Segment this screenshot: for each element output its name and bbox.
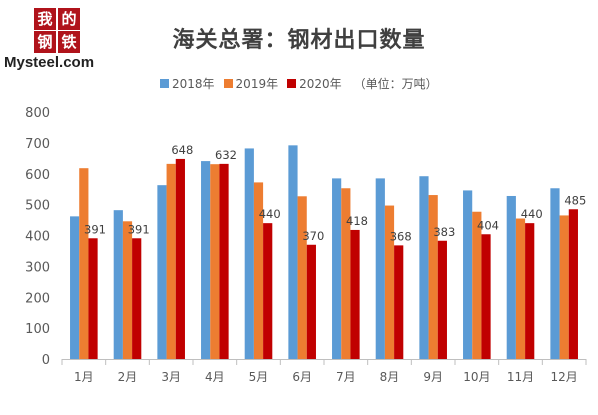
data-label: 485: [564, 193, 586, 207]
y-tick-label: 500: [25, 199, 50, 214]
legend-item-1: 2018年: [160, 75, 215, 92]
bar-2018年-12月: [550, 188, 560, 359]
legend-label: 2019年: [235, 76, 279, 91]
y-tick-label: 300: [25, 260, 50, 275]
data-label: 368: [390, 229, 412, 243]
bar-2018年-10月: [463, 190, 473, 359]
bar-2018年-9月: [419, 176, 429, 359]
data-label: 632: [215, 148, 237, 162]
data-label: 440: [521, 207, 543, 221]
bar-2020年-1月: [88, 238, 98, 359]
data-label: 648: [171, 143, 193, 157]
data-label: 440: [259, 207, 281, 221]
bar-2019年-3月: [166, 163, 176, 359]
bar-2020年-12月: [568, 209, 578, 359]
legend-unit: （单位：万吨）: [353, 76, 438, 91]
bar-2019年-11月: [515, 218, 526, 359]
bar-2018年-11月: [506, 195, 516, 359]
legend-swatch: [223, 78, 233, 88]
chart-title: 海关总署：钢材出口数量: [172, 28, 426, 53]
bar-2020年-3月: [175, 158, 185, 359]
bar-2019年-5月: [253, 182, 264, 359]
data-label: 391: [128, 222, 150, 236]
bar-2018年-7月: [332, 178, 342, 359]
bar-2019年-4月: [210, 164, 220, 359]
chart-legend: 2018年 2019年 2020年 （单位：万吨）: [160, 74, 438, 92]
bar-2018年-3月: [157, 185, 167, 359]
legend-item-3: 2020年: [287, 75, 342, 92]
logo-char-2: 的: [58, 8, 80, 30]
y-tick-label: 700: [25, 137, 50, 152]
bar-2018年-8月: [375, 178, 385, 359]
bar-2020年-2月: [132, 238, 142, 359]
bar-2018年-4月: [201, 161, 211, 359]
bar-2020年-6月: [306, 244, 316, 359]
bar-2019年-2月: [122, 221, 133, 359]
bar-2019年-12月: [559, 215, 569, 359]
mysteel-logo: 我 的 钢 铁 Mysteel.com: [4, 4, 126, 74]
x-tick-label: 6月: [292, 370, 312, 384]
legend-label: 2020年: [299, 76, 342, 91]
x-tick-label: 2月: [118, 370, 138, 384]
bar-2019年-6月: [297, 196, 307, 359]
x-tick-label: 11月: [507, 370, 534, 384]
data-label: 404: [477, 218, 499, 232]
data-label: 391: [84, 222, 106, 236]
bar-2019年-1月: [79, 168, 89, 359]
bar-2019年-8月: [384, 205, 395, 359]
y-tick-label: 600: [25, 168, 50, 183]
legend-label: 2018年: [172, 76, 215, 91]
bar-2020年-4月: [219, 163, 229, 359]
y-tick-label: 200: [25, 291, 50, 306]
bar-2019年-9月: [428, 195, 438, 359]
x-tick-label: 12月: [551, 370, 578, 384]
legend-item-2: 2019年: [223, 75, 279, 92]
x-tick-label: 9月: [423, 370, 443, 384]
legend-swatch: [287, 78, 297, 88]
data-label: 370: [302, 229, 324, 243]
logo-char-1: 我: [34, 8, 56, 30]
x-tick-label: 7月: [336, 370, 356, 384]
y-tick-label: 400: [25, 230, 50, 245]
bar-2018年-6月: [288, 145, 298, 359]
bar-2020年-11月: [525, 223, 535, 359]
data-label: 383: [433, 225, 455, 239]
x-tick-label: 3月: [161, 370, 181, 384]
bar-2019年-10月: [472, 211, 482, 359]
x-tick-label: 4月: [205, 370, 225, 384]
x-tick-label: 8月: [380, 370, 400, 384]
bar-2019年-7月: [341, 188, 351, 359]
bar-2018年-1月: [70, 216, 80, 359]
bar-2020年-9月: [437, 240, 447, 359]
legend-swatch: [160, 78, 169, 88]
bar-2020年-8月: [394, 245, 404, 359]
x-tick-label: 10月: [463, 370, 490, 384]
logo-text: Mysteel.com: [4, 54, 95, 71]
bar-2020年-10月: [481, 234, 491, 359]
data-label: 418: [346, 214, 368, 228]
bar-2018年-5月: [244, 148, 254, 359]
y-tick-label: 100: [25, 322, 50, 337]
logo-char-4: 铁: [58, 31, 80, 53]
bar-2020年-7月: [350, 229, 360, 359]
bar-2020年-5月: [263, 223, 273, 359]
y-tick-label: 800: [25, 106, 50, 121]
logo-char-3: 钢: [34, 31, 56, 53]
x-tick-label: 1月: [74, 370, 94, 384]
y-tick-label: 0: [42, 353, 50, 368]
bar-2018年-2月: [113, 210, 123, 359]
x-tick-label: 5月: [249, 370, 269, 384]
